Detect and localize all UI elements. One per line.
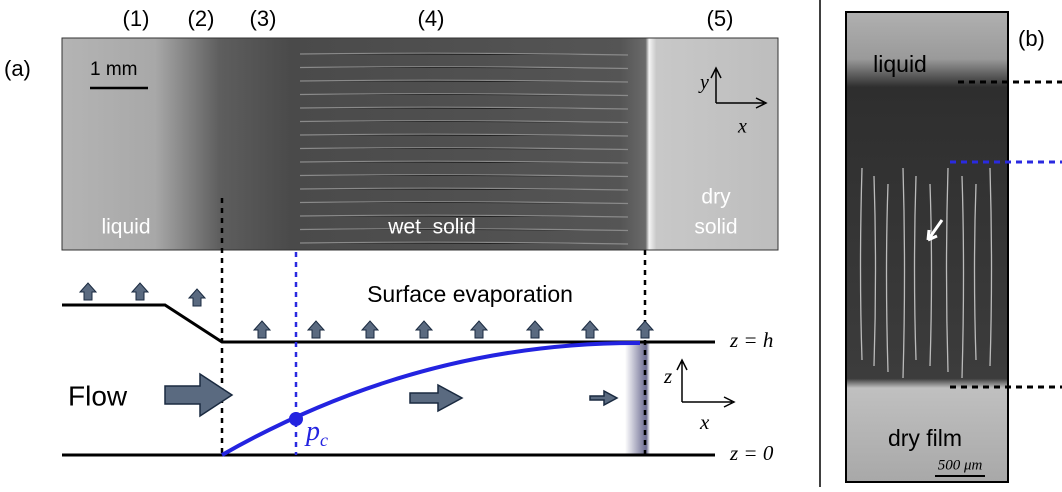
region-label: (3)	[250, 6, 277, 31]
pc-subscript: c	[320, 430, 328, 450]
panel-label: (b)	[1018, 26, 1045, 51]
pc-point	[289, 412, 303, 426]
up-arrow	[637, 321, 653, 338]
region-label: (2)	[188, 6, 215, 31]
axis-label: z	[663, 364, 672, 388]
up-arrow	[416, 321, 432, 338]
up-arrow	[308, 321, 324, 338]
image-label: dry film	[888, 425, 962, 451]
region-label: (1)	[123, 6, 150, 31]
up-arrow	[471, 321, 487, 338]
figure: (1) (2) (3) (4) (5) (a) 1 mm y x liquid …	[0, 0, 1062, 487]
axis-label: y	[698, 72, 709, 94]
diagram-axes	[677, 360, 734, 407]
flow-label: Flow	[68, 380, 128, 411]
scale-label: 500 μm	[938, 457, 983, 473]
base-label: z = 0	[729, 441, 774, 465]
axis-label: x	[737, 116, 747, 138]
panel-label: (a)	[4, 56, 31, 81]
pc-label: pc	[304, 416, 328, 450]
up-arrow	[254, 321, 270, 338]
region-label: (5)	[707, 6, 734, 31]
image-label: liquid	[101, 216, 150, 239]
height-label: z = h	[729, 328, 773, 352]
up-arrow	[582, 321, 598, 338]
up-arrow	[189, 289, 205, 306]
image-label: wet solid	[387, 216, 476, 239]
region-label: (4)	[418, 6, 445, 31]
up-arrow	[80, 283, 96, 300]
drying-front	[625, 342, 650, 455]
pc-symbol: p	[304, 416, 320, 447]
axis-label: x	[699, 410, 710, 434]
up-arrow	[362, 321, 378, 338]
image-label: solid	[694, 216, 737, 239]
evaporation-label: Surface evaporation	[367, 281, 573, 307]
up-arrow	[132, 283, 148, 300]
image-label: dry	[701, 186, 731, 209]
up-arrow	[527, 321, 543, 338]
image-label: liquid	[873, 51, 927, 77]
scale-label: 1 mm	[90, 59, 138, 80]
